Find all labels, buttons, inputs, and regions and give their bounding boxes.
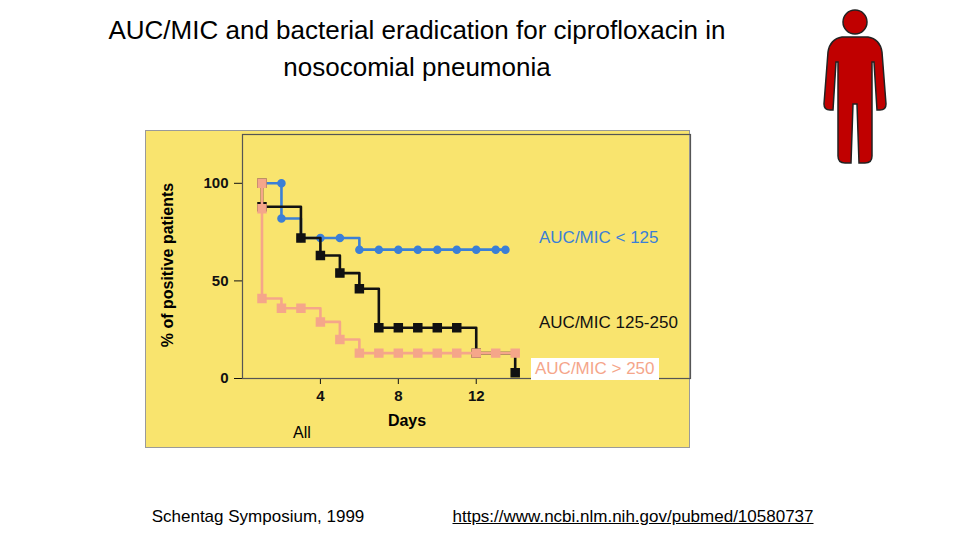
svg-text:50: 50 xyxy=(212,272,229,289)
html-text:Days: Days xyxy=(387,412,427,429)
html-text:https://www.ncbi.nlm.nih.gov/p: https://www.ncbi.nlm.nih.gov/pubmed/1058… xyxy=(452,507,814,526)
html-text:% of positive patients: % of positive patients xyxy=(159,182,176,348)
html-text:All: All xyxy=(293,424,311,441)
html-text:AUC/MIC and bacterial eradicat: AUC/MIC and bacterial eradication for ci… xyxy=(108,15,726,82)
svg-text:8: 8 xyxy=(394,387,402,404)
svg-text:12: 12 xyxy=(468,387,485,404)
html-text:Schentag Symposium, 1999: Schentag Symposium, 1999 xyxy=(151,507,365,526)
html-text:AUC/MIC 125-250: AUC/MIC 125-250 xyxy=(539,313,678,332)
svg-text:100: 100 xyxy=(203,174,228,191)
html-text:AUC/MIC < 125: AUC/MIC < 125 xyxy=(539,228,659,247)
html-text:AUC/MIC > 250: AUC/MIC > 250 xyxy=(535,359,655,378)
svg-text:4: 4 xyxy=(316,387,325,404)
svg-text:0: 0 xyxy=(220,369,228,386)
